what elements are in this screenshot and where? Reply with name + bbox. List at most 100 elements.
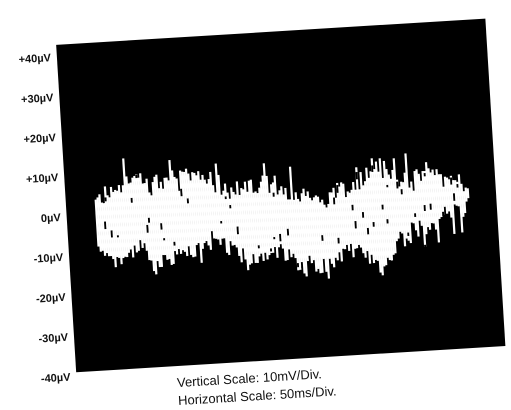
signal-sample [421, 171, 428, 235]
signal-sample [316, 196, 324, 273]
signal-sample [243, 181, 252, 265]
signal-sample [131, 177, 139, 253]
signal-sample [273, 175, 281, 248]
signal-sample [296, 198, 304, 267]
y-tick-label: -20µV [36, 292, 67, 306]
signal-sample [381, 177, 389, 258]
signal-sample [129, 182, 136, 246]
signal-sample [226, 192, 232, 242]
signal-sample [346, 191, 352, 245]
signal-sample [258, 187, 265, 261]
signal-sample [427, 168, 433, 224]
signal-sample [173, 176, 180, 250]
signal-noise-gap [229, 205, 232, 209]
signal-sample [112, 191, 119, 258]
signal-sample [348, 192, 355, 258]
signal-sample [358, 189, 365, 254]
signal-noise-gap [146, 224, 149, 233]
signal-sample [170, 170, 179, 255]
signal-sample [284, 187, 291, 250]
signal-noise-gap [424, 244, 427, 253]
signal-sample [420, 180, 427, 247]
signal-sample [350, 189, 357, 249]
signal-sample [354, 189, 361, 245]
signal-sample [247, 180, 255, 255]
y-tick-label: 0µV [41, 212, 62, 225]
signal-sample [387, 174, 395, 255]
signal-sample [203, 179, 210, 246]
signal-sample [108, 197, 115, 260]
signal-sample [402, 182, 408, 239]
signal-noise-gap [257, 245, 260, 249]
signal-sample [408, 187, 413, 223]
signal-noise-gap [110, 230, 114, 238]
signal-sample [445, 177, 451, 212]
signal-sample [153, 176, 162, 268]
signal-sample [306, 191, 314, 264]
signal-sample [256, 192, 263, 257]
signal-noise-gap [366, 227, 370, 235]
signal-noise-gap [337, 237, 340, 244]
signal-noise-gap [386, 184, 389, 188]
signal-noise-gap [135, 174, 138, 179]
signal-noise-gap [220, 221, 223, 224]
signal-sample [242, 189, 250, 271]
signal-noise-gap [160, 223, 163, 230]
signal-noise-gap [449, 177, 453, 185]
signal-sample [464, 187, 468, 202]
signal-sample [449, 175, 456, 235]
signal-sample [415, 169, 421, 221]
signal-sample [431, 169, 438, 230]
signal-sample [252, 192, 259, 264]
signal-sample [199, 179, 206, 244]
signal-noise-gap [361, 212, 365, 218]
signal-sample [106, 195, 113, 257]
signal-sample [143, 183, 151, 261]
signal-sample [367, 177, 376, 264]
signal-sample [292, 199, 300, 271]
signal-noise-gap [354, 221, 357, 229]
signal-sample [162, 188, 169, 260]
signal-sample [195, 175, 203, 263]
signal-noise-gap [279, 233, 282, 242]
signal-sample [338, 186, 345, 249]
signal-sample [261, 175, 269, 260]
signal-sample [448, 179, 453, 218]
signal-noise-gap [355, 171, 358, 180]
signal-sample [413, 171, 420, 237]
signal-sample [240, 187, 247, 260]
signal-noise-gap [321, 235, 324, 241]
signal-noise-gap [173, 241, 176, 246]
signal-sample [246, 191, 253, 264]
signal-sample [223, 183, 231, 256]
signal-noise-gap [381, 204, 384, 210]
signal-sample [355, 167, 363, 248]
signal-sample [230, 187, 236, 245]
signal-noise-gap [386, 219, 389, 224]
signal-sample [238, 194, 245, 249]
signal-sample [249, 179, 257, 264]
signal-sample [424, 162, 432, 230]
signal-sample [362, 185, 369, 252]
signal-noise-gap [371, 165, 374, 172]
signal-sample [403, 172, 410, 241]
signal-sample [133, 175, 140, 251]
signal-sample [209, 171, 216, 239]
signal-sample [392, 158, 400, 239]
signal-sample [325, 207, 331, 259]
signal-noise-gap [407, 232, 410, 237]
signal-sample [404, 153, 413, 244]
signal-noise-gap [308, 255, 311, 259]
signal-noise-gap [429, 203, 432, 210]
signal-sample [148, 192, 156, 272]
signal-sample [342, 183, 349, 246]
signal-sample [327, 203, 334, 264]
signal-sample [269, 184, 277, 248]
signal-sample [312, 197, 320, 269]
signal-noise-gap [116, 235, 120, 238]
signal-noise-gap [186, 198, 190, 204]
signal-noise-gap [372, 222, 375, 227]
signal-sample [158, 188, 165, 256]
signal-sample [304, 195, 311, 259]
signal-sample [262, 163, 271, 256]
